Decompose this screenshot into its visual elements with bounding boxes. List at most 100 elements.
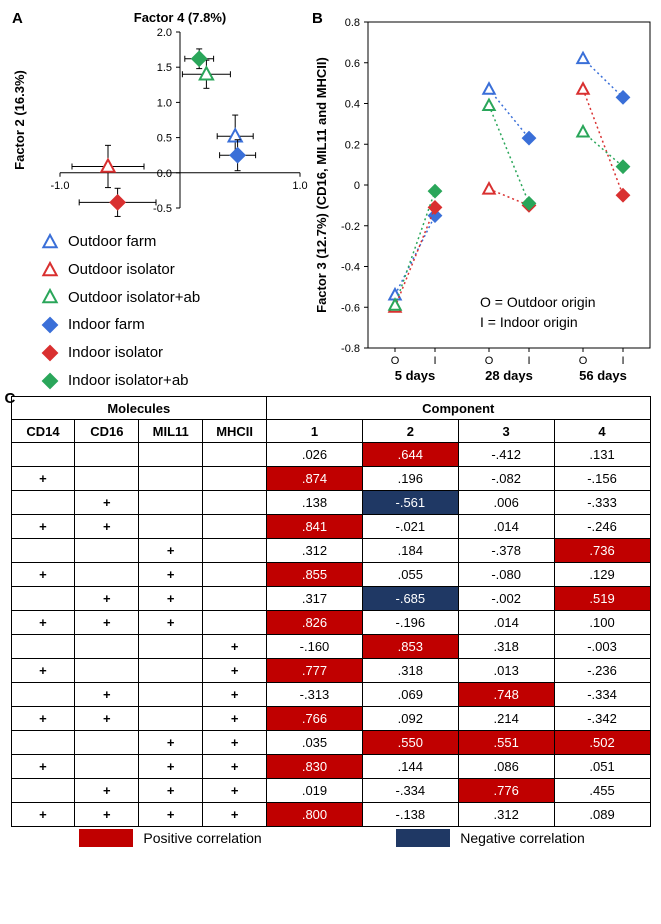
molecule-cell bbox=[11, 683, 75, 707]
component-cell: .214 bbox=[458, 707, 554, 731]
component-cell: .644 bbox=[362, 443, 458, 467]
table-row: ++.855.055-.080.129 bbox=[11, 563, 650, 587]
component-cell: .826 bbox=[267, 611, 363, 635]
table-row: +++.766.092.214-.342 bbox=[11, 707, 650, 731]
legend-b-line2: I = Indoor origin bbox=[480, 313, 596, 333]
svg-text:Factor 2 (16.3%): Factor 2 (16.3%) bbox=[12, 70, 27, 170]
molecule-cell: + bbox=[11, 563, 75, 587]
header-molecules: Molecules bbox=[11, 397, 267, 420]
svg-text:2.0: 2.0 bbox=[157, 27, 172, 39]
legend-b-line1: O = Outdoor origin bbox=[480, 293, 596, 313]
molecule-cell bbox=[11, 443, 75, 467]
component-cell: .312 bbox=[267, 539, 363, 563]
legend-item-label: Outdoor isolator+ab bbox=[68, 284, 200, 312]
svg-text:56 days: 56 days bbox=[579, 368, 627, 383]
svg-text:O: O bbox=[391, 355, 400, 367]
figure: A -0.50.00.51.01.52.0-1.01.0Factor 4 (7.… bbox=[0, 0, 661, 847]
molecule-cell bbox=[139, 467, 203, 491]
molecule-cell bbox=[75, 539, 139, 563]
component-table: MoleculesComponentCD14CD16MIL11MHCII1234… bbox=[11, 396, 651, 827]
component-cell: -.236 bbox=[554, 659, 650, 683]
component-cell: .131 bbox=[554, 443, 650, 467]
molecule-cell: + bbox=[203, 659, 267, 683]
molecule-cell bbox=[11, 779, 75, 803]
molecule-cell: + bbox=[203, 683, 267, 707]
molecule-cell: + bbox=[75, 779, 139, 803]
svg-text:-0.8: -0.8 bbox=[341, 343, 360, 355]
component-cell: .502 bbox=[554, 731, 650, 755]
svg-text:I: I bbox=[527, 355, 530, 367]
molecule-cell: + bbox=[139, 539, 203, 563]
component-cell: .312 bbox=[458, 803, 554, 827]
component-cell: -.160 bbox=[267, 635, 363, 659]
legend-b: O = Outdoor origin I = Indoor origin bbox=[480, 293, 596, 332]
molecule-cell bbox=[75, 443, 139, 467]
positive-correlation-legend: Positive correlation bbox=[11, 829, 331, 847]
molecule-cell bbox=[75, 755, 139, 779]
molecule-cell: + bbox=[75, 491, 139, 515]
molecule-cell: + bbox=[139, 587, 203, 611]
molecule-cell: + bbox=[75, 515, 139, 539]
component-cell: -.334 bbox=[554, 683, 650, 707]
svg-text:1.5: 1.5 bbox=[157, 62, 172, 74]
molecule-cell bbox=[203, 443, 267, 467]
col-header: 4 bbox=[554, 420, 650, 443]
molecule-cell bbox=[139, 515, 203, 539]
component-cell: .019 bbox=[267, 779, 363, 803]
legend-item: Indoor isolator bbox=[40, 339, 200, 367]
panel-a: A -0.50.00.51.01.52.0-1.01.0Factor 4 (7.… bbox=[0, 8, 310, 388]
molecule-cell: + bbox=[203, 779, 267, 803]
component-cell: .777 bbox=[267, 659, 363, 683]
component-cell: -.021 bbox=[362, 515, 458, 539]
table-row: ++++.800-.138.312.089 bbox=[11, 803, 650, 827]
panel-b: B -0.8-0.6-0.4-0.200.20.40.60.8Factor 3 … bbox=[310, 8, 661, 388]
component-cell: -.156 bbox=[554, 467, 650, 491]
molecule-cell bbox=[11, 587, 75, 611]
component-cell: .800 bbox=[267, 803, 363, 827]
legend-item-label: Indoor farm bbox=[68, 311, 145, 339]
positive-swatch bbox=[79, 829, 133, 847]
molecule-cell bbox=[11, 635, 75, 659]
component-cell: -.196 bbox=[362, 611, 458, 635]
component-cell: .736 bbox=[554, 539, 650, 563]
col-header: 1 bbox=[267, 420, 363, 443]
molecule-cell: + bbox=[11, 659, 75, 683]
col-header: CD14 bbox=[11, 420, 75, 443]
component-cell: .035 bbox=[267, 731, 363, 755]
component-cell: -.378 bbox=[458, 539, 554, 563]
svg-text:-0.6: -0.6 bbox=[341, 302, 360, 314]
top-row: A -0.50.00.51.01.52.0-1.01.0Factor 4 (7.… bbox=[0, 0, 661, 388]
component-cell: -.685 bbox=[362, 587, 458, 611]
component-cell: -.412 bbox=[458, 443, 554, 467]
molecule-cell: + bbox=[75, 707, 139, 731]
header-component: Component bbox=[267, 397, 650, 420]
table-row: ++.317-.685-.002.519 bbox=[11, 587, 650, 611]
table-row: ++-.313.069.748-.334 bbox=[11, 683, 650, 707]
legend-item-label: Outdoor isolator bbox=[68, 256, 175, 284]
molecule-cell bbox=[203, 539, 267, 563]
component-cell: -.003 bbox=[554, 635, 650, 659]
molecule-cell: + bbox=[139, 563, 203, 587]
table-row: +.874.196-.082-.156 bbox=[11, 467, 650, 491]
molecule-cell bbox=[75, 563, 139, 587]
component-cell: -.246 bbox=[554, 515, 650, 539]
negative-correlation-legend: Negative correlation bbox=[331, 829, 651, 847]
svg-text:-1.0: -1.0 bbox=[51, 180, 70, 192]
component-cell: -.561 bbox=[362, 491, 458, 515]
component-cell: -.002 bbox=[458, 587, 554, 611]
molecule-cell bbox=[139, 707, 203, 731]
molecule-cell bbox=[139, 635, 203, 659]
component-cell: -.082 bbox=[458, 467, 554, 491]
molecule-cell: + bbox=[203, 755, 267, 779]
svg-text:-0.2: -0.2 bbox=[341, 221, 360, 233]
svg-text:0.6: 0.6 bbox=[345, 58, 360, 70]
negative-correlation-label: Negative correlation bbox=[460, 830, 585, 846]
molecule-cell: + bbox=[11, 803, 75, 827]
svg-text:I: I bbox=[433, 355, 436, 367]
component-cell: .026 bbox=[267, 443, 363, 467]
svg-text:1.0: 1.0 bbox=[292, 180, 307, 192]
molecule-cell: + bbox=[11, 707, 75, 731]
component-cell: .855 bbox=[267, 563, 363, 587]
col-header: 2 bbox=[362, 420, 458, 443]
molecule-cell bbox=[11, 491, 75, 515]
